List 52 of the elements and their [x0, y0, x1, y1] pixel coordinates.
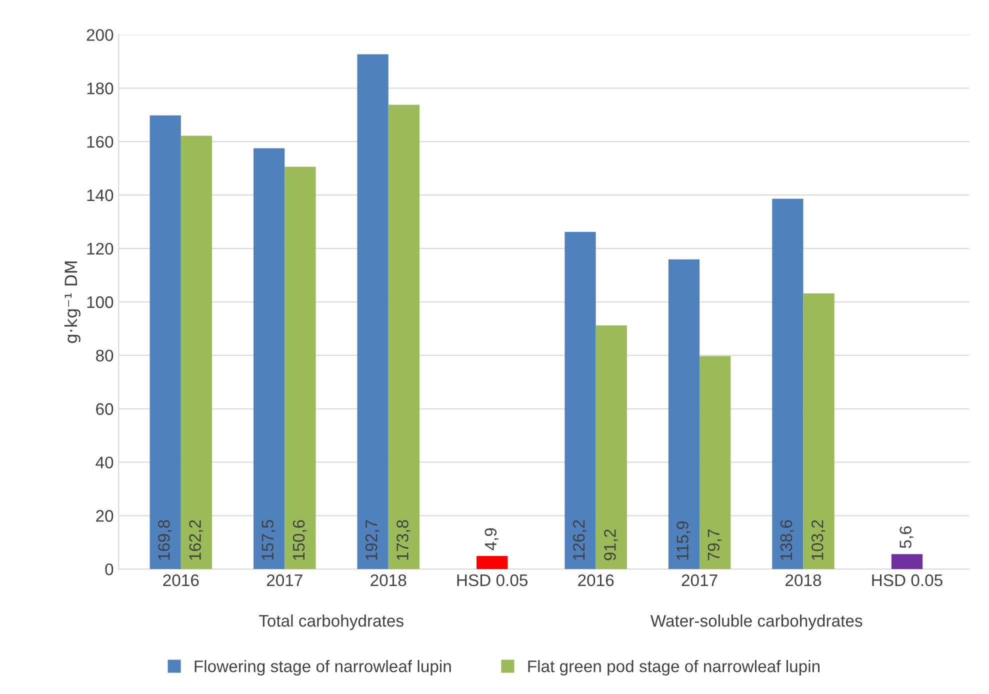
- x-tick-label: 2018: [370, 574, 406, 586]
- x-tick-label: HSD 0.05: [872, 574, 942, 586]
- x-tick-label: 2018: [786, 574, 822, 586]
- data-label: 103,2: [811, 520, 826, 560]
- data-label: 169,8: [158, 520, 172, 560]
- bar: [772, 198, 804, 570]
- text: Total carbohydrates: [258, 614, 404, 630]
- bar: [564, 232, 596, 570]
- data-label: 173,8: [396, 520, 410, 560]
- data-label: 150,6: [292, 520, 307, 560]
- data-label: 91,2: [604, 529, 618, 560]
- x-tick-label: 2017: [266, 574, 302, 586]
- bar: [700, 356, 731, 570]
- bar: [180, 136, 212, 570]
- x-tick-label: 2016: [163, 574, 199, 586]
- data-label: 157,5: [262, 520, 276, 560]
- data-label: 126,2: [572, 520, 587, 560]
- data-label: 79,7: [708, 529, 722, 560]
- y-tick-label: 100: [87, 296, 114, 308]
- y-tick-label: 180: [87, 82, 114, 94]
- text: Water-soluble carbohydrates: [650, 614, 862, 630]
- y-tick-label: 140: [87, 189, 114, 202]
- y-tick-label: 40: [96, 456, 114, 468]
- bar: [668, 259, 700, 570]
- y-tick-label: 60: [96, 403, 114, 415]
- x-tick-label: HSD 0.05: [457, 574, 528, 586]
- bar: [284, 166, 316, 570]
- bar: [357, 54, 388, 570]
- data-label: 115,9: [676, 521, 690, 560]
- y-tick-label: 0: [105, 563, 114, 576]
- y-axis-title: g·kg⁻¹ DM: [64, 261, 80, 344]
- bar: [891, 554, 923, 570]
- data-label: 162,2: [189, 520, 203, 560]
- data-label: 5,6: [900, 526, 914, 548]
- bar: [476, 556, 508, 570]
- y-tick-label: 160: [87, 136, 114, 148]
- legend-label: Flat green pod stage of narrowleaf lupin: [528, 660, 820, 676]
- y-tick-label: 80: [96, 350, 114, 362]
- legend-label: Flowering stage of narrowleaf lupin: [194, 660, 451, 676]
- y-tick-label: 20: [96, 510, 114, 522]
- bar: [150, 115, 181, 570]
- bar: [254, 148, 285, 570]
- bar: [596, 325, 627, 570]
- y-tick-label: 120: [87, 242, 114, 255]
- data-label: 4,9: [484, 528, 499, 550]
- bar: [803, 293, 834, 570]
- bar: [388, 104, 420, 570]
- x-tick-label: 2017: [682, 574, 718, 586]
- x-tick-label: 2016: [578, 574, 614, 586]
- y-tick-label: 200: [86, 29, 114, 41]
- data-label: 192,7: [365, 520, 380, 560]
- data-label: 138,6: [780, 520, 794, 560]
